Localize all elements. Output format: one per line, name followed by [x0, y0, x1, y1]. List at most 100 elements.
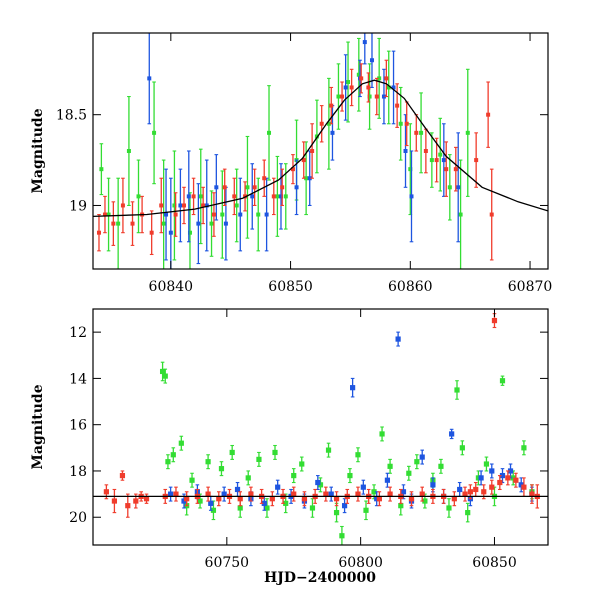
top-series-1-point	[116, 221, 121, 226]
bottom-series-3-point	[489, 484, 495, 490]
top-series-3-point	[211, 212, 216, 217]
top-series-1-point	[136, 194, 141, 199]
bottom-series-2-point	[419, 454, 425, 460]
bottom-series-3-point	[133, 498, 139, 504]
top-series-1-point	[220, 212, 225, 217]
bottom-series-3-point	[521, 484, 527, 490]
top-series-2-point	[214, 185, 219, 190]
bottom-y-tick-label: 14	[69, 371, 87, 387]
bottom-series-1-point	[333, 510, 340, 516]
top-series-2-point	[250, 194, 255, 199]
bottom-series-2-point	[221, 491, 227, 497]
top-series-3-point	[111, 221, 116, 226]
top-series-1-point	[209, 221, 214, 226]
bottom-series-1-point	[465, 510, 471, 516]
bottom-series-2-point	[478, 475, 484, 481]
top-series-1-point	[172, 203, 177, 208]
top-series-2-point	[238, 212, 243, 217]
bottom-panel: 60750 60800 60850 12 14 16 18 20 Magnitude HJD…	[30, 308, 549, 586]
bottom-series-1-point	[475, 475, 482, 481]
top-series-3-point	[252, 185, 257, 190]
bottom-series-1-point	[283, 500, 289, 506]
bottom-series-3-point	[248, 491, 254, 497]
top-series-3-point	[191, 194, 196, 199]
top-series-2-point	[381, 94, 386, 99]
top-series-1-point	[234, 203, 239, 208]
bottom-series-3-point	[419, 491, 425, 497]
bottom-series-2-point	[395, 336, 401, 342]
top-series-2-point	[204, 203, 209, 208]
bottom-series-1-point	[317, 482, 324, 488]
bottom-series-1-point	[446, 505, 452, 511]
bottom-series-2-point	[315, 479, 321, 486]
top-series-2-point	[403, 149, 408, 153]
bottom-series-1-point	[438, 463, 444, 469]
bottom-series-1-point	[159, 368, 166, 375]
bottom-series-3-point	[269, 496, 275, 502]
top-series-1-point	[419, 130, 424, 135]
top-series-3-point	[366, 85, 371, 90]
top-series-3-point	[271, 194, 276, 199]
top-series-2-point	[168, 230, 173, 235]
bottom-series-1-point	[256, 456, 262, 462]
top-series-3-point	[349, 85, 354, 90]
bottom-series-1-point	[229, 449, 235, 456]
bottom-series-1-point	[510, 475, 516, 481]
top-series-2-point	[278, 194, 283, 199]
bottom-series-1-point	[170, 452, 176, 458]
top-x-axis: 60840 60850 60860 60870	[149, 33, 552, 295]
bottom-series-1-point	[197, 498, 203, 504]
top-y-tick-label: 19	[69, 198, 87, 214]
top-series-2-point	[186, 194, 191, 199]
top-series-3-point	[474, 158, 479, 163]
top-series-3-point	[182, 203, 186, 208]
top-series-3-point	[290, 167, 295, 172]
bottom-series-3-point	[467, 489, 473, 495]
bottom-series-2-point	[341, 503, 348, 509]
bottom-y-tick-label: 20	[69, 510, 87, 526]
bottom-series-2-point	[400, 489, 407, 495]
bottom-series-2-point	[507, 468, 514, 474]
bottom-series-2-point	[499, 472, 506, 479]
bottom-series-1-point	[178, 440, 184, 446]
top-series-3-point	[359, 76, 364, 81]
bottom-series-3-point	[103, 489, 109, 495]
bottom-series-3-point	[173, 491, 179, 497]
bottom-series-3-point	[237, 496, 243, 502]
bottom-series-3-point	[111, 498, 118, 504]
bottom-series-2-point	[234, 486, 241, 493]
top-series-1-point	[458, 212, 463, 217]
bottom-series-3-point	[323, 491, 329, 497]
bottom-series-3-point	[513, 477, 519, 483]
bottom-y-axis: 12 14 16 18 20	[69, 325, 548, 526]
top-series-3-point	[395, 103, 400, 108]
bottom-series-3-point	[481, 489, 487, 495]
top-series-1-point	[346, 80, 351, 85]
bottom-series-1-point	[264, 505, 270, 511]
bottom-series-2-point	[449, 431, 455, 437]
top-series-2-point	[264, 212, 269, 217]
bottom-series-3-point	[119, 472, 126, 479]
bottom-y-axis-label: Magnitude	[30, 384, 46, 469]
bottom-series-1-point	[483, 461, 490, 467]
bottom-series-2-point	[328, 491, 334, 497]
top-series-2-point	[391, 85, 396, 90]
bottom-series-1-point	[325, 447, 332, 453]
top-series-2-point	[223, 221, 228, 226]
top-series-3-point	[404, 121, 409, 126]
bottom-x-tick-label: 60800	[338, 555, 383, 571]
bottom-series-3-point	[473, 486, 479, 493]
bottom-series-1-point	[218, 466, 225, 472]
bottom-series-1-point	[521, 445, 527, 451]
bottom-panel-frame	[92, 308, 549, 546]
bottom-series-3-point	[291, 491, 297, 497]
bottom-series-1-point	[406, 470, 412, 476]
top-series-3-point	[489, 212, 494, 217]
top-series-3-point	[444, 167, 449, 172]
bottom-x-tick-label: 60850	[472, 555, 517, 571]
top-series-2-point	[343, 85, 348, 90]
top-model-curve	[93, 79, 548, 218]
top-series-2-point	[178, 203, 183, 208]
top-series-1-point	[198, 194, 203, 199]
